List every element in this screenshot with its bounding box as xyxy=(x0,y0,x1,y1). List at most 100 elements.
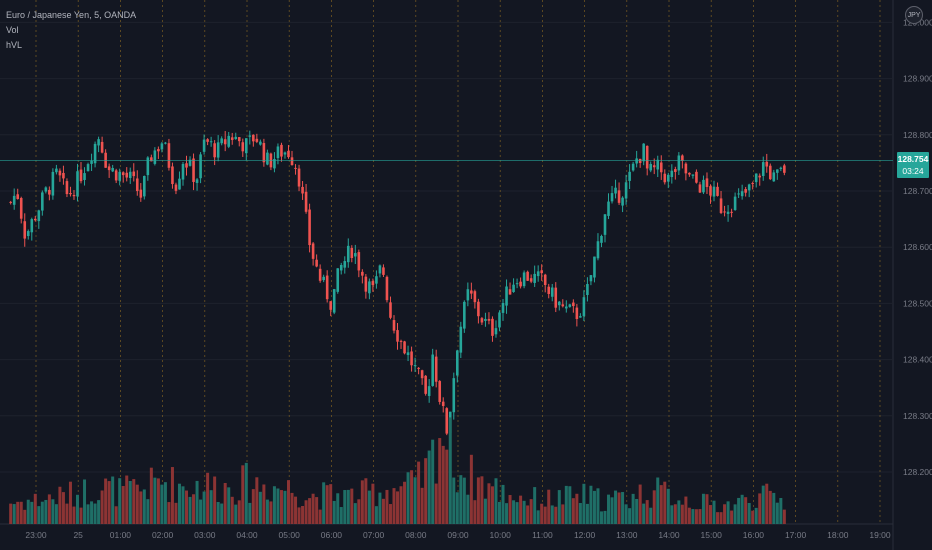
candle-body xyxy=(354,253,357,257)
volume-bar xyxy=(712,500,716,524)
candle-body xyxy=(297,168,301,187)
volume-bar xyxy=(195,480,199,524)
volume-bar xyxy=(399,486,403,524)
candle-body xyxy=(631,163,635,171)
volume-bar xyxy=(160,484,164,524)
volume-bar xyxy=(51,499,55,524)
volume-bar xyxy=(170,467,174,524)
volume-bar xyxy=(149,467,153,524)
candle-body xyxy=(343,261,347,268)
volume-bar xyxy=(329,484,333,524)
volume-bar xyxy=(16,501,20,524)
candle-body xyxy=(181,163,185,180)
currency-icon[interactable]: JPY xyxy=(905,6,923,24)
volume-bar xyxy=(666,488,670,524)
candle-body xyxy=(259,141,262,145)
symbol-title[interactable]: Euro / Japanese Yen, 5, OANDA xyxy=(6,10,137,20)
volume-bar xyxy=(26,499,30,524)
volume-bar xyxy=(705,494,709,524)
volume-bar xyxy=(227,487,231,524)
volume-bar xyxy=(206,472,210,524)
x-tick-label: 14:00 xyxy=(658,530,680,540)
volume-bar xyxy=(269,501,273,524)
candle-body xyxy=(276,146,280,159)
volume-bar xyxy=(768,490,772,524)
volume-bar xyxy=(719,512,723,524)
volume-bar xyxy=(568,486,572,524)
candle-body xyxy=(768,165,772,180)
volume-bar xyxy=(635,498,639,524)
x-tick-label: 10:00 xyxy=(490,530,512,540)
candle-body xyxy=(287,150,290,158)
volume-bar xyxy=(420,487,424,524)
volume-bar xyxy=(441,445,445,524)
volume-bar xyxy=(723,504,727,524)
candle-body xyxy=(280,144,283,157)
volume-bar xyxy=(385,489,389,524)
candle-body xyxy=(125,172,129,178)
candle-body xyxy=(487,318,491,321)
volume-bar xyxy=(216,502,220,524)
candle-body xyxy=(227,135,231,147)
x-tick-label: 08:00 xyxy=(405,530,427,540)
volume-bar xyxy=(737,497,741,524)
volume-bar xyxy=(585,503,589,524)
volume-bar xyxy=(645,500,649,524)
candle-body xyxy=(543,274,547,285)
volume-bar xyxy=(670,505,674,524)
candle-body xyxy=(765,161,769,167)
volume-bar xyxy=(687,507,691,524)
volume-bar xyxy=(353,503,357,524)
x-tick-label: 02:00 xyxy=(152,530,174,540)
volume-bar xyxy=(364,478,368,524)
x-tick-label: 04:00 xyxy=(236,530,258,540)
volume-bar xyxy=(297,507,301,524)
candle-body xyxy=(107,166,111,171)
volume-bar xyxy=(765,483,769,524)
volume-bar xyxy=(371,483,375,524)
candle-body xyxy=(709,186,712,196)
candle-body xyxy=(473,291,477,303)
candle-body xyxy=(23,221,27,239)
volume-bar xyxy=(459,475,463,524)
volume-bar xyxy=(72,506,76,524)
candle-body xyxy=(12,195,16,205)
volume-bar xyxy=(339,507,343,524)
volume-bar xyxy=(167,502,171,524)
candle-body xyxy=(325,275,329,300)
candle-body xyxy=(540,270,543,274)
candle-body xyxy=(466,289,470,301)
candle-body xyxy=(252,134,255,142)
volume-bar xyxy=(79,507,83,524)
candle-body xyxy=(716,186,719,196)
volume-indicator-label[interactable]: Vol xyxy=(6,25,19,35)
volume-bar xyxy=(434,483,438,524)
volume-bar xyxy=(118,478,122,524)
candle-body xyxy=(30,219,34,233)
candle-body xyxy=(79,169,83,182)
hvl-indicator-label[interactable]: hVL xyxy=(6,40,23,50)
volume-bar xyxy=(592,490,596,524)
volume-bar xyxy=(431,439,435,524)
candle-body xyxy=(652,165,656,168)
volume-bar xyxy=(529,499,533,524)
volume-bar xyxy=(730,510,734,524)
volume-bar xyxy=(540,503,544,524)
candle-body xyxy=(220,138,223,144)
volume-bar xyxy=(410,470,414,524)
volume-bar xyxy=(107,481,111,524)
candle-body xyxy=(779,167,783,169)
candle-body xyxy=(97,139,100,146)
candle-body xyxy=(118,171,121,181)
volume-bar xyxy=(782,509,786,524)
volume-bar xyxy=(571,498,575,524)
candle-body xyxy=(575,307,579,320)
candle-body xyxy=(705,178,709,187)
volume-bar xyxy=(12,504,16,524)
candle-body xyxy=(209,141,213,143)
volume-bar xyxy=(367,490,371,524)
candle-body xyxy=(649,163,653,171)
candle-body xyxy=(607,201,610,216)
volume-bar xyxy=(153,477,157,524)
